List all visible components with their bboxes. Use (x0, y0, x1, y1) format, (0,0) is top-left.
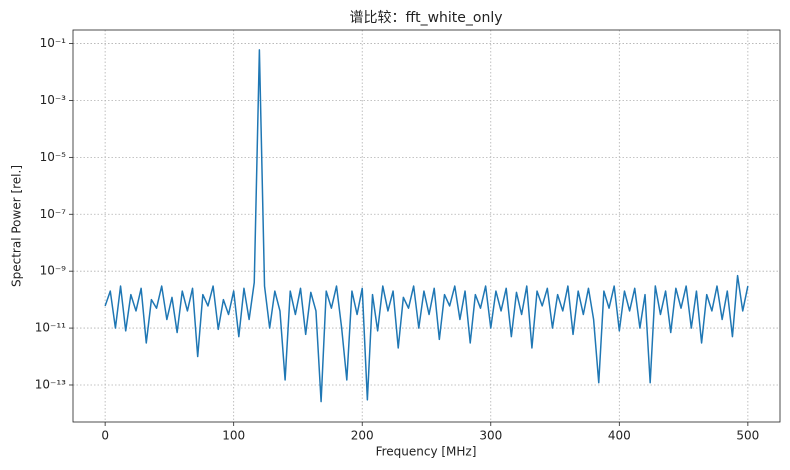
plot-frame (72, 29, 781, 423)
y-tick-label: 10⁻¹¹ (35, 321, 66, 335)
x-tick-label: 300 (479, 429, 502, 443)
y-tick-label: 10⁻¹ (40, 36, 67, 50)
x-tick-label: 100 (222, 429, 245, 443)
x-tick-label: 0 (101, 429, 109, 443)
y-tick-label: 10⁻⁹ (40, 264, 67, 278)
y-tick-label: 10⁻¹³ (35, 377, 66, 391)
y-axis-label: Spectral Power [rel.] (10, 165, 24, 287)
y-tick-label: 10⁻⁷ (40, 207, 67, 221)
x-tick-label: 200 (351, 429, 374, 443)
x-axis-label: Frequency [MHz] (376, 445, 477, 459)
x-tick-label: 400 (608, 429, 631, 443)
y-tick-label: 10⁻³ (40, 93, 67, 107)
chart-title: 谱比较：fft_white_only (349, 10, 502, 26)
y-tick-label: 10⁻⁵ (40, 150, 67, 164)
x-tick-label: 500 (736, 429, 759, 443)
spectrum-line (104, 49, 749, 403)
